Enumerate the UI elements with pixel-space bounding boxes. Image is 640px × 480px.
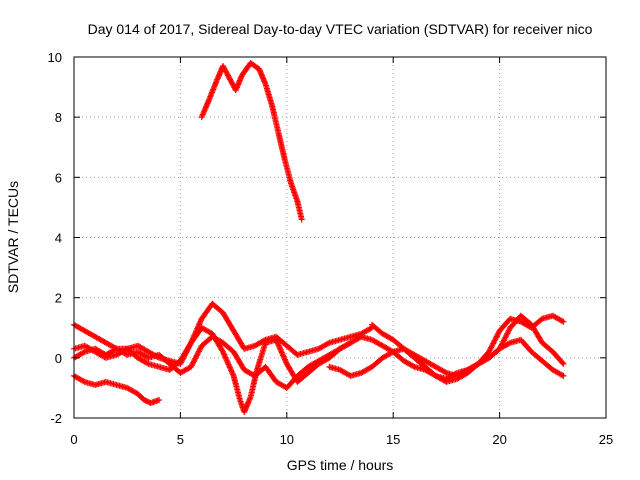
data-point xyxy=(410,363,417,370)
x-tick-label: 15 xyxy=(386,432,400,447)
y-tick-label: 2 xyxy=(55,291,62,306)
y-axis-label: SDTVAR / TECUs xyxy=(5,181,21,293)
data-point xyxy=(442,369,449,376)
data-point xyxy=(219,347,226,354)
data-point xyxy=(560,318,567,325)
data-point xyxy=(80,378,87,385)
y-tick-label: 10 xyxy=(48,50,62,65)
x-tick-label: 5 xyxy=(177,432,184,447)
plot-area xyxy=(71,60,567,415)
data-point xyxy=(559,317,566,324)
series-arc-high xyxy=(198,60,305,223)
data-point xyxy=(559,372,566,379)
series-arc-f xyxy=(368,312,567,379)
x-tick-label: 10 xyxy=(280,432,294,447)
y-tick-label: 8 xyxy=(55,110,62,125)
data-point xyxy=(560,372,567,379)
y-tick-label: 6 xyxy=(55,170,62,185)
data-point xyxy=(156,396,163,403)
x-axis-label: GPS time / hours xyxy=(287,457,394,473)
y-tick-label: 4 xyxy=(55,231,62,246)
data-point xyxy=(325,340,332,347)
x-tick-label: 25 xyxy=(599,432,613,447)
data-point xyxy=(560,360,567,367)
y-tick-label: -2 xyxy=(50,411,62,426)
axis-ticks: 0 5 10 15 20 25 -2 0 2 4 6 8 10 xyxy=(48,50,614,447)
data-point xyxy=(80,349,87,356)
data-point xyxy=(298,216,305,223)
data-point xyxy=(559,359,566,366)
chart-title: Day 014 of 2017, Sidereal Day-to-day VTE… xyxy=(88,21,593,37)
x-tick-label: 0 xyxy=(70,432,77,447)
data-point xyxy=(144,360,151,367)
series-arc-c xyxy=(71,372,163,406)
y-tick-label: 0 xyxy=(55,351,62,366)
data-point xyxy=(388,349,395,356)
grid xyxy=(74,57,606,418)
data-point xyxy=(505,340,512,347)
x-tick-label: 20 xyxy=(492,432,506,447)
